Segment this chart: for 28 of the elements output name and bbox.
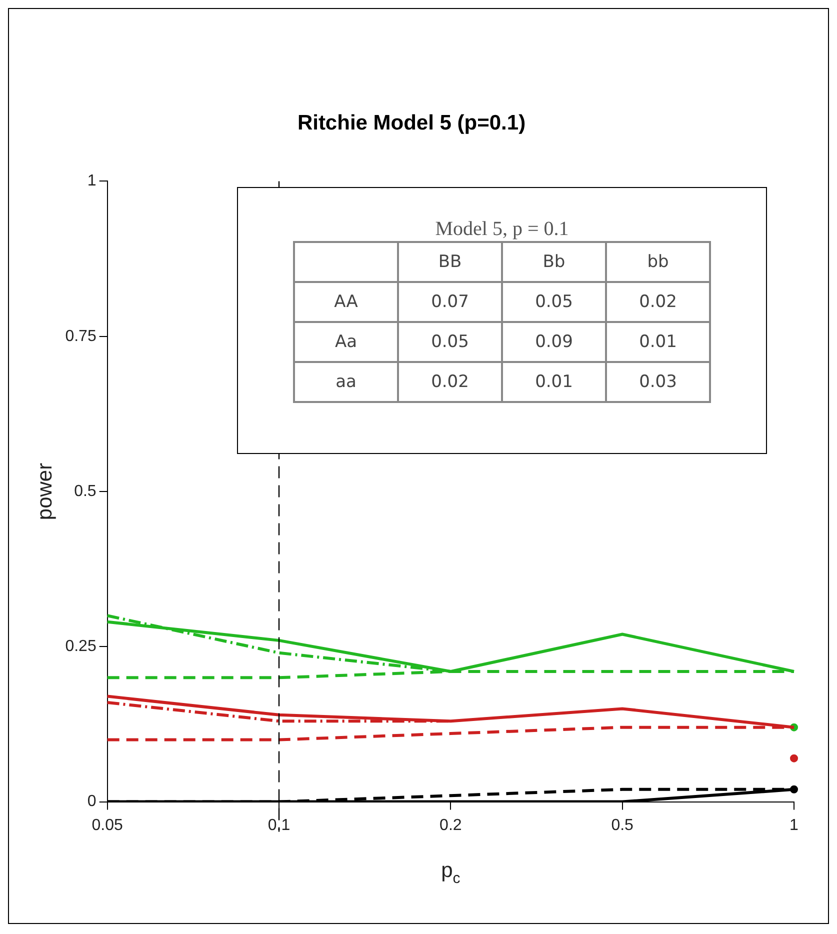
x-tick-label: bb (606, 242, 710, 282)
data-label: 0.07 (398, 282, 502, 322)
y-tick-label: AA (294, 282, 398, 322)
x-tick-label: 1 (790, 816, 799, 834)
data-label: 0.02 (606, 282, 710, 322)
x-tick-label: 0.2 (440, 816, 462, 834)
data-label: 0.03 (606, 362, 710, 402)
y-tick-label: aa (294, 362, 398, 402)
chart-title: Ritchie Model 5 (p=0.1) (297, 111, 526, 134)
data-label: 0.09 (502, 322, 606, 362)
y-tick-label: 0.25 (65, 638, 96, 656)
data-label: 0.05 (398, 322, 502, 362)
x-tick-label: 0.05 (92, 816, 124, 834)
y-axis-title: power (33, 462, 56, 520)
y-tick-label: 1 (87, 172, 96, 190)
data-label: 0.02 (398, 362, 502, 402)
y-tick-label: Aa (294, 322, 398, 362)
data-label: 0.01 (502, 362, 606, 402)
x-tick-label: Bb (502, 242, 606, 282)
chart-title: Model 5, p = 0.1 (434, 218, 570, 241)
y-tick-label: 0.75 (65, 328, 96, 345)
x-tick-label: 0.1 (268, 816, 290, 834)
data-label: 0.05 (502, 282, 606, 322)
y-tick-label: 0 (87, 793, 96, 810)
y-tick-label: 0.5 (74, 482, 96, 500)
data-label: 0.01 (606, 322, 710, 362)
x-tick-label: BB (398, 242, 502, 282)
x-tick-label: 0.5 (611, 816, 634, 834)
